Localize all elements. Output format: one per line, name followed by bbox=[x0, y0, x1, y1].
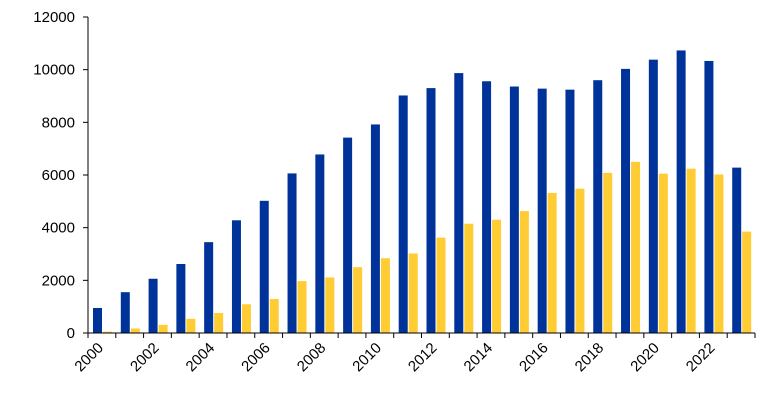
y-axis-ticks: 0 2000 4000 6000 8000 10000 12000 bbox=[33, 9, 88, 342]
bar-series2-2011 bbox=[408, 253, 418, 333]
bar-series2-2001 bbox=[130, 328, 140, 333]
bar-series1-2015 bbox=[509, 86, 519, 334]
bar-series1-2002 bbox=[148, 278, 158, 333]
bar-series1-2005 bbox=[231, 220, 241, 333]
bar-series1-2013 bbox=[454, 73, 464, 333]
bar-series2-2021 bbox=[686, 168, 696, 333]
y-tick-label: 0 bbox=[67, 325, 75, 342]
bar-series2-2010 bbox=[380, 258, 390, 333]
bar-series2-2007 bbox=[297, 281, 307, 333]
bar-series1-2016 bbox=[537, 88, 547, 333]
bar-series2-2022 bbox=[714, 174, 724, 333]
bar-series2-2005 bbox=[241, 304, 251, 333]
bar-series1-2020 bbox=[648, 59, 658, 333]
bar-series1-2008 bbox=[315, 154, 325, 333]
bar-series1-2009 bbox=[343, 137, 353, 333]
bar-series2-2008 bbox=[325, 277, 335, 333]
bar-series2-2006 bbox=[269, 299, 279, 333]
bar-series1-2007 bbox=[287, 173, 297, 333]
x-tick-label: 2012 bbox=[405, 340, 441, 376]
bar-series2-2019 bbox=[631, 161, 641, 333]
bar-series1-2011 bbox=[398, 95, 408, 334]
bar-series2-2014 bbox=[492, 219, 502, 333]
bar-series2-2004 bbox=[214, 312, 224, 333]
bar-series2-2003 bbox=[186, 318, 196, 333]
x-tick-label: 2018 bbox=[572, 340, 608, 376]
bar-series2-2013 bbox=[464, 223, 474, 333]
bar-series1-2001 bbox=[120, 292, 130, 333]
bar-series1-2004 bbox=[204, 242, 214, 333]
y-tick-label: 4000 bbox=[42, 220, 75, 237]
bar-series1-2000 bbox=[93, 307, 102, 333]
bar-series2-2009 bbox=[353, 267, 363, 333]
bar-series2-2017 bbox=[575, 188, 585, 333]
bar-series2-2015 bbox=[519, 211, 529, 333]
bar-series2-2023 bbox=[742, 231, 752, 333]
x-tick-label: 2014 bbox=[461, 340, 497, 376]
bar-series2-2002 bbox=[158, 324, 168, 333]
y-tick-label: 2000 bbox=[42, 272, 75, 289]
bar-series1-2006 bbox=[259, 200, 269, 333]
bar-series2-2000 bbox=[103, 331, 112, 333]
bar-series1-2014 bbox=[482, 81, 492, 334]
y-tick-label: 10000 bbox=[33, 62, 75, 79]
x-tick-label: 2010 bbox=[349, 340, 385, 376]
x-tick-label: 2008 bbox=[294, 340, 330, 376]
bar-series2-2016 bbox=[547, 192, 557, 333]
bar-series1-2012 bbox=[426, 88, 436, 333]
bar-series1-2003 bbox=[176, 264, 186, 333]
bar-series2-2012 bbox=[436, 237, 446, 333]
x-tick-label: 2016 bbox=[516, 340, 552, 376]
bar-series2-2020 bbox=[658, 173, 668, 333]
y-tick-label: 12000 bbox=[33, 9, 75, 26]
y-tick-label: 8000 bbox=[42, 114, 75, 131]
bar-series1-2023 bbox=[732, 167, 742, 333]
x-axis-ticks: 2000 2002 2004 2006 2008 2010 2012 2014 2016 2018… bbox=[71, 333, 756, 376]
bar-series1-2022 bbox=[704, 60, 714, 334]
bar-series1-2010 bbox=[370, 124, 380, 333]
bar-series2-2018 bbox=[603, 172, 613, 333]
bar-series1-2018 bbox=[593, 80, 603, 333]
x-tick-label: 2000 bbox=[71, 340, 107, 376]
x-tick-label: 2004 bbox=[183, 340, 219, 376]
x-tick-label: 2020 bbox=[627, 340, 663, 376]
x-tick-label: 2006 bbox=[238, 340, 274, 376]
bar-series1-2021 bbox=[676, 50, 686, 334]
x-tick-label: 2022 bbox=[683, 340, 719, 376]
bars-layer bbox=[93, 50, 752, 334]
bar-series1-2019 bbox=[621, 68, 631, 334]
x-tick-label: 2002 bbox=[127, 340, 163, 376]
y-tick-label: 6000 bbox=[42, 167, 75, 184]
bar-series1-2017 bbox=[565, 89, 575, 334]
